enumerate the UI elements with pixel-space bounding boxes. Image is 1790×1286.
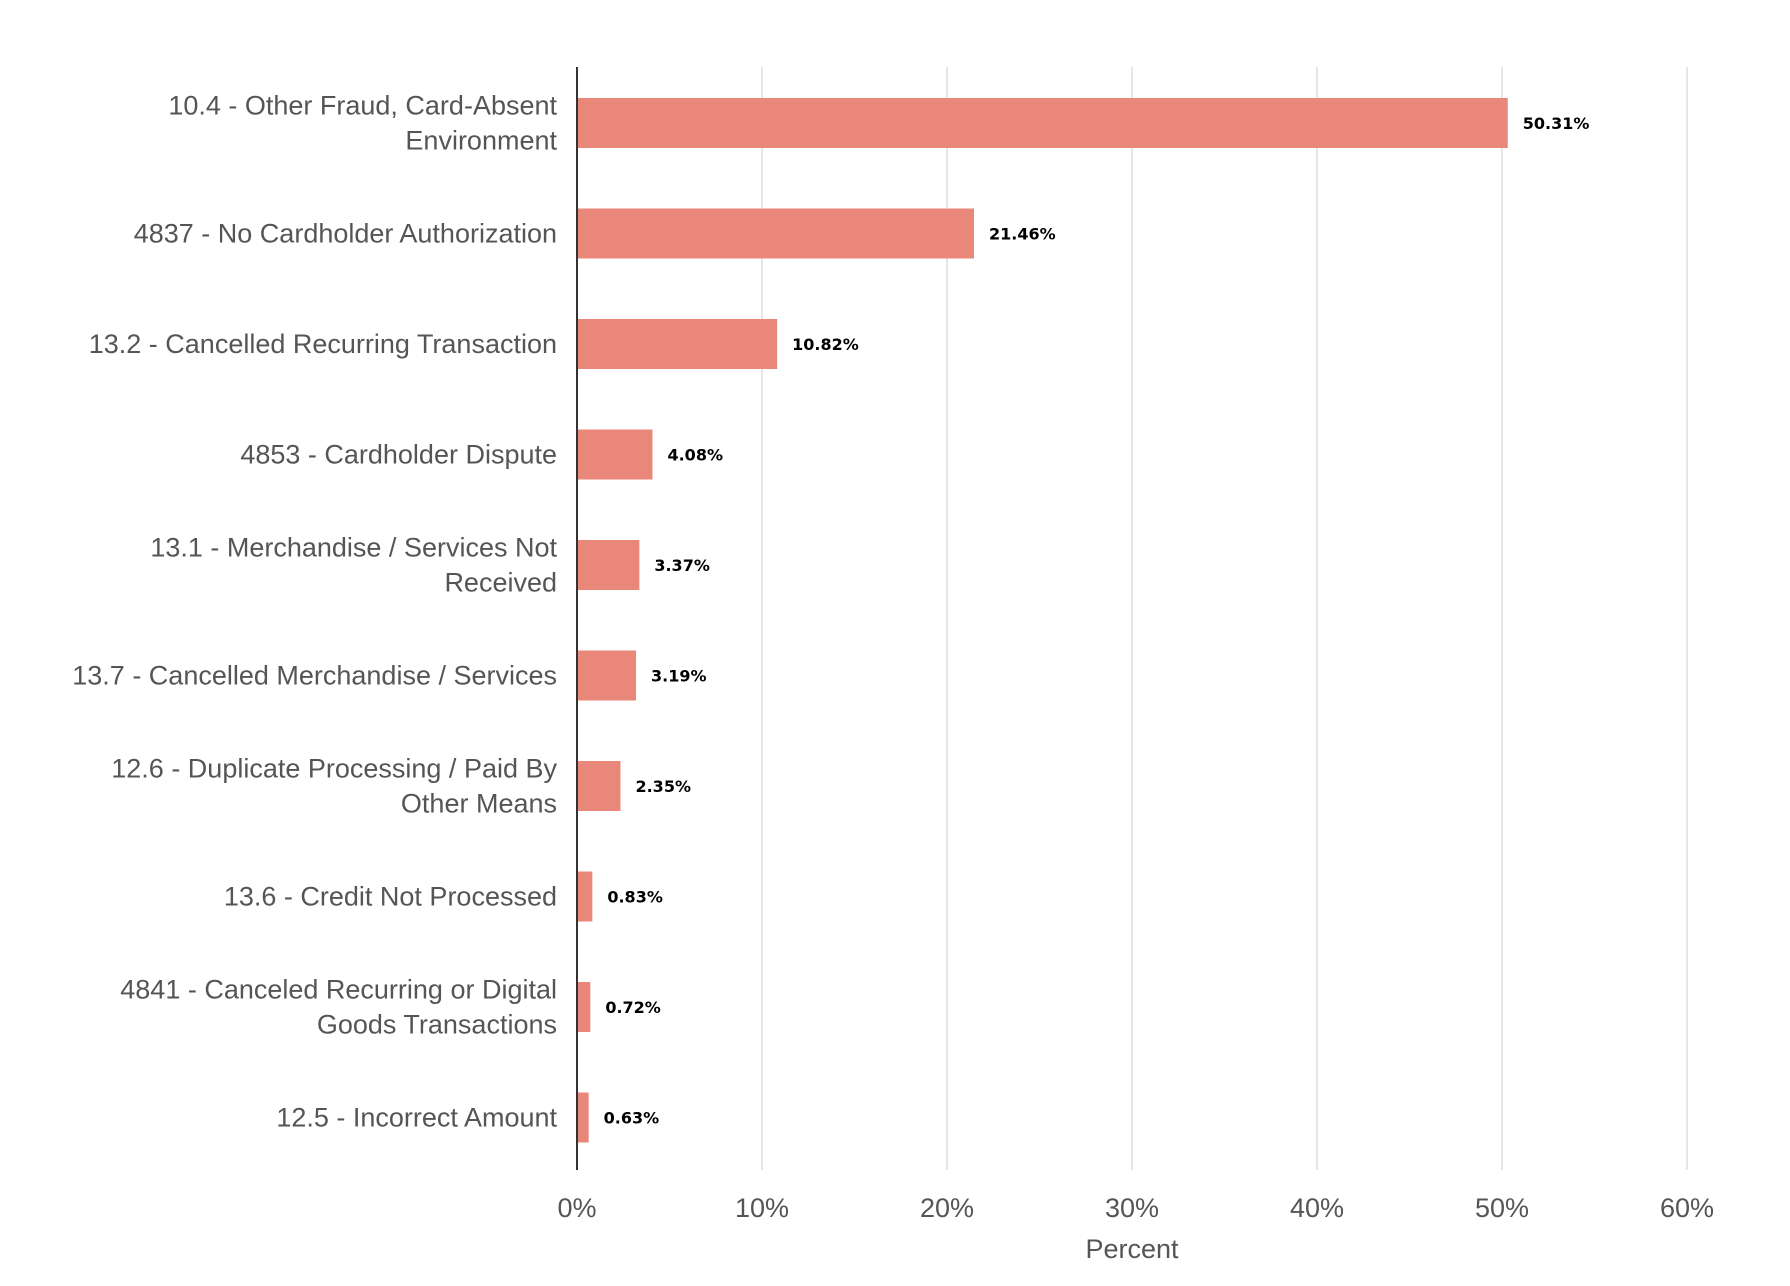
category-label-line: Environment [405,126,557,156]
category-label: 13.2 - Cancelled Recurring Transaction [89,329,557,359]
bar-8 [577,982,591,1032]
x-tick-labels: 0% 10% 20% 30% 40% 50% 60% [557,1193,1714,1223]
data-label: 3.37% [654,556,710,575]
category-label-line: 12.6 - Duplicate Processing / Paid By [111,754,557,784]
data-label: 2.35% [635,777,691,796]
category-label-line: 12.5 - Incorrect Amount [276,1103,557,1133]
category-label-line: 4837 - No Cardholder Authorization [134,219,557,249]
category-label: 13.1 - Merchandise / Services Not Receive… [150,533,557,598]
category-label-line: 13.2 - Cancelled Recurring Transaction [89,329,557,359]
bar-7 [577,871,593,922]
category-label-line: 10.4 - Other Fraud, Card-Absent [168,91,557,121]
category-label: 13.6 - Credit Not Processed [224,882,557,912]
bar-6 [577,761,621,811]
bars [577,98,1508,1143]
data-label: 0.83% [607,888,663,907]
category-label-line: Received [444,568,557,598]
category-label-line: Other Means [401,789,557,819]
category-label-line: 13.6 - Credit Not Processed [224,882,557,912]
category-label-line: 4853 - Cardholder Dispute [240,440,557,470]
bar-9 [577,1092,589,1143]
x-tick-label: 60% [1660,1193,1714,1223]
category-label: 12.6 - Duplicate Processing / Paid By Oth… [111,754,557,819]
data-labels: 50.31% 21.46% 10.82% 4.08% 3.37% 3.19% 2.35% 0.… [604,114,1590,1128]
data-label: 21.46% [989,225,1056,244]
bar-4 [577,540,640,590]
category-label-line: 13.7 - Cancelled Merchandise / Services [72,661,557,691]
x-tick-label: 20% [920,1193,974,1223]
x-tick-label: 10% [735,1193,789,1223]
category-label: 4841 - Canceled Recurring or Digital Good… [120,975,557,1040]
data-label: 3.19% [651,667,707,686]
data-label: 50.31% [1523,114,1590,133]
bar-1 [577,208,975,259]
bar-5 [577,650,637,701]
x-tick-label: 50% [1475,1193,1529,1223]
data-label: 4.08% [667,446,723,465]
category-label: 12.5 - Incorrect Amount [276,1103,557,1133]
bar-0 [577,98,1508,148]
x-axis-title: Percent [1085,1234,1179,1264]
category-label: 4853 - Cardholder Dispute [240,440,557,470]
category-label-line: Goods Transactions [317,1010,557,1040]
x-tick-label: 30% [1105,1193,1159,1223]
x-tick-label: 40% [1290,1193,1344,1223]
bar-3 [577,429,653,480]
x-tick-label: 0% [557,1193,596,1223]
category-label-line: 13.1 - Merchandise / Services Not [150,533,557,563]
data-label: 0.72% [605,998,661,1017]
category-label: 13.7 - Cancelled Merchandise / Services [72,661,557,691]
category-label-line: 4841 - Canceled Recurring or Digital [120,975,557,1005]
category-labels: 10.4 - Other Fraud, Card-Absent Environme… [72,91,557,1133]
bar-2 [577,319,778,369]
category-label: 10.4 - Other Fraud, Card-Absent Environme… [168,91,557,156]
category-label: 4837 - No Cardholder Authorization [134,219,557,249]
data-label: 10.82% [792,335,859,354]
data-label: 0.63% [604,1109,660,1128]
